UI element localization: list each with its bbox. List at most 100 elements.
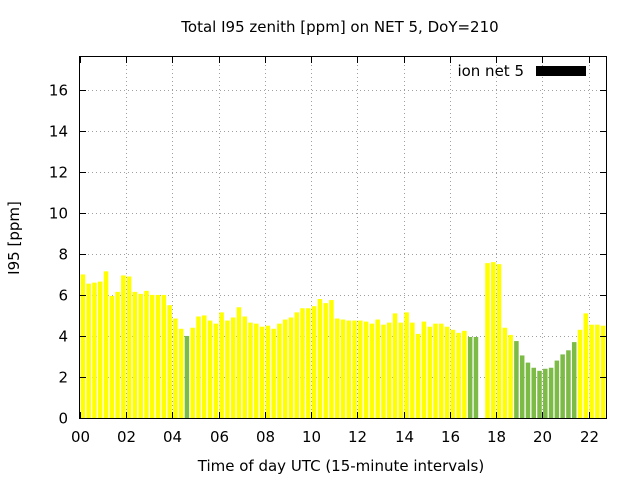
bar [421,321,427,418]
bar [410,322,415,418]
bars [80,262,606,419]
x-tick-label: 20 [533,428,552,446]
bar [265,325,271,418]
plot-frame [79,56,607,419]
bar [259,326,265,418]
bar [566,350,571,418]
bar [207,320,213,418]
bar [225,320,230,418]
x-tick-label: 00 [71,428,90,446]
bar [178,328,184,418]
bar [202,315,207,418]
bar [537,370,542,418]
bar [519,355,525,418]
bar [92,282,97,419]
bar [138,293,143,418]
bar [155,294,161,418]
bar [115,291,120,418]
bar [363,321,369,418]
bar [80,274,86,418]
bar [294,312,300,418]
y-tick-label: 2 [58,369,68,387]
x-tick-label: 22 [580,428,599,446]
y-tick-label: 12 [49,164,68,182]
bar [271,328,276,418]
bar [450,329,456,418]
bar [242,316,247,418]
bar [467,336,473,418]
bar [381,324,386,418]
bar [514,341,519,418]
bar [126,276,132,418]
bar [150,294,155,418]
bar [236,307,242,418]
y-tick-label: 8 [58,246,68,264]
bar [571,342,577,418]
bar [583,313,589,418]
bar [323,303,328,418]
grid [80,57,606,418]
bar [346,320,352,418]
x-tick-label: 12 [348,428,367,446]
bar [392,313,398,418]
bar [427,326,432,418]
bar [86,283,91,418]
bar [404,312,409,418]
x-tick-label: 08 [256,428,275,446]
bar [340,319,346,418]
x-tick-label: 16 [441,428,460,446]
bar [230,317,236,418]
bar [317,299,323,418]
y-tick-label: 14 [49,123,68,141]
x-tick-label: 18 [487,428,506,446]
bar [306,308,311,418]
bar [219,312,224,418]
legend-label: ion net 5 [457,62,524,80]
chart-title: Total I95 zenith [ppm] on NET 5, DoY=210 [180,18,498,36]
bar [473,336,479,418]
bar [213,323,219,418]
bar [369,323,375,418]
bar [161,294,167,418]
bar [277,323,282,418]
bar [439,323,444,418]
bar [196,316,201,418]
bar [386,322,392,418]
bar [248,322,253,418]
bar [97,281,103,418]
bar [132,291,138,418]
x-tick-label: 14 [395,428,414,446]
x-tick-label: 06 [210,428,229,446]
bar [352,320,357,418]
bar [589,324,594,418]
bar [334,318,340,418]
bar [554,360,560,418]
bar [462,330,467,418]
bar [548,367,554,418]
x-tick-label: 10 [302,428,321,446]
bar [167,305,172,418]
bar [433,323,438,418]
legend-swatch [536,66,586,76]
bar [508,334,513,418]
y-tick-label: 4 [58,328,68,346]
bar [415,333,421,418]
x-axis-label: Time of day UTC (15-minute intervals) [197,457,484,475]
bar [173,318,178,418]
bar [398,322,404,418]
bar [600,325,606,418]
bar [485,263,490,418]
bar [329,300,334,418]
bar [496,264,502,418]
bar [184,335,190,418]
bar [254,323,259,418]
bar [577,329,583,418]
y-tick-label: 0 [58,410,68,428]
x-tick-label: 02 [117,428,136,446]
y-tick-label: 6 [58,287,68,305]
y-tick-label: 16 [49,82,68,100]
x-tick-label: 04 [163,428,182,446]
bar [560,354,565,418]
